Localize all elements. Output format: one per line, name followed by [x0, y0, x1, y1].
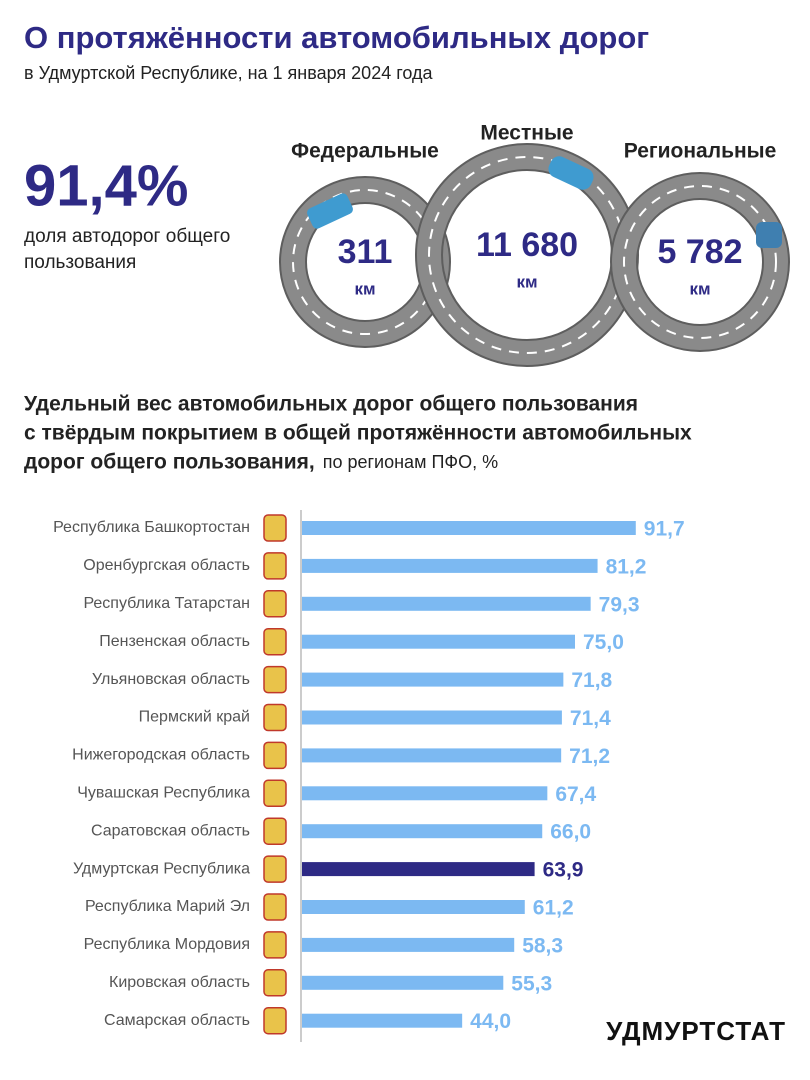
category-label: Ульяновская область — [92, 671, 250, 688]
category-label: Республика Марий Эл — [85, 898, 250, 915]
category-label: Оренбургская область — [83, 557, 250, 574]
value-label: 71,4 — [570, 707, 611, 730]
car-icon — [548, 156, 594, 190]
category-label: Республика Башкортостан — [53, 519, 250, 536]
value-label: 71,8 — [571, 669, 612, 692]
car-icon — [307, 193, 353, 229]
emblem — [263, 893, 287, 921]
emblem — [263, 855, 287, 883]
footer-logo: УДМУРТСТАТ — [606, 1016, 786, 1046]
value-label: 75,0 — [583, 631, 624, 654]
road-unit: км — [516, 272, 537, 291]
road-marking — [623, 185, 777, 339]
value-label: 79,3 — [599, 593, 640, 616]
category-label: Чувашская Республика — [77, 785, 250, 802]
value-label: 66,0 — [550, 821, 591, 844]
bar — [302, 672, 564, 687]
category-label: Пензенская область — [99, 633, 250, 650]
road-value: 311 — [338, 233, 393, 271]
share-value: 91,4% — [24, 153, 188, 218]
bar — [302, 521, 636, 535]
value-label: 67,4 — [555, 783, 596, 806]
value-label: 61,2 — [533, 897, 574, 920]
chart-subtitle: по регионам ПФО, % — [323, 452, 498, 472]
value-label: 63,9 — [543, 859, 584, 882]
road-edge — [279, 176, 451, 348]
value-label: 71,2 — [569, 745, 610, 768]
bar — [302, 900, 525, 914]
road-edge — [636, 198, 764, 326]
bar — [302, 748, 562, 763]
bar — [302, 937, 515, 952]
emblem — [263, 1006, 287, 1035]
emblem — [263, 741, 287, 770]
share-label: доля автодорог общего — [24, 226, 230, 247]
emblem — [263, 703, 287, 732]
emblem — [263, 931, 287, 959]
value-label: 58,3 — [522, 934, 563, 957]
emblem — [263, 627, 287, 656]
road-unit: км — [689, 279, 710, 298]
subtitle: в Удмуртской Республике, на 1 января 202… — [24, 63, 434, 83]
chart-title: с твёрдым покрытием в общей протяжённост… — [24, 422, 692, 445]
chart-title: Удельный вес автомобильных дорог общего … — [24, 393, 638, 416]
bar — [302, 975, 504, 990]
emblem — [263, 552, 287, 580]
bar — [302, 1013, 463, 1028]
value-label: 81,2 — [606, 555, 647, 578]
category-label: Саратовская область — [91, 822, 250, 839]
category-label: Республика Татарстан — [83, 595, 250, 612]
emblem — [263, 969, 287, 997]
chart-title: дорог общего пользования, — [24, 451, 315, 474]
category-label: Удмуртская Республика — [73, 860, 250, 877]
road-name: Региональные — [624, 140, 777, 163]
category-label: Пермский край — [139, 709, 250, 726]
emblem — [263, 817, 287, 845]
bar — [302, 710, 562, 725]
category-label: Самарская область — [104, 1012, 250, 1029]
title: О протяжённости автомобильных дорог — [24, 20, 649, 55]
value-label: 91,7 — [644, 518, 685, 541]
car-icon — [756, 222, 782, 248]
emblem — [263, 590, 287, 618]
road-unit: км — [354, 279, 375, 298]
emblem — [263, 665, 287, 694]
road-name: Местные — [480, 122, 573, 145]
emblem — [263, 514, 287, 542]
bar — [302, 862, 535, 877]
bar — [302, 634, 575, 649]
category-label: Республика Мордовия — [84, 936, 250, 953]
category-label: Кировская область — [109, 974, 250, 991]
road-value: 5 782 — [657, 233, 742, 271]
road-value: 11 680 — [476, 226, 578, 264]
category-label: Нижегородская область — [72, 747, 250, 764]
bar — [302, 596, 591, 611]
bar — [302, 558, 598, 573]
emblem — [263, 779, 287, 808]
road-edge — [610, 172, 790, 352]
share-label: пользования — [24, 252, 136, 273]
value-label: 55,3 — [511, 972, 552, 995]
bar — [302, 824, 543, 839]
bar — [302, 786, 548, 801]
road-name: Федеральные — [291, 140, 439, 163]
value-label: 44,0 — [470, 1010, 511, 1033]
